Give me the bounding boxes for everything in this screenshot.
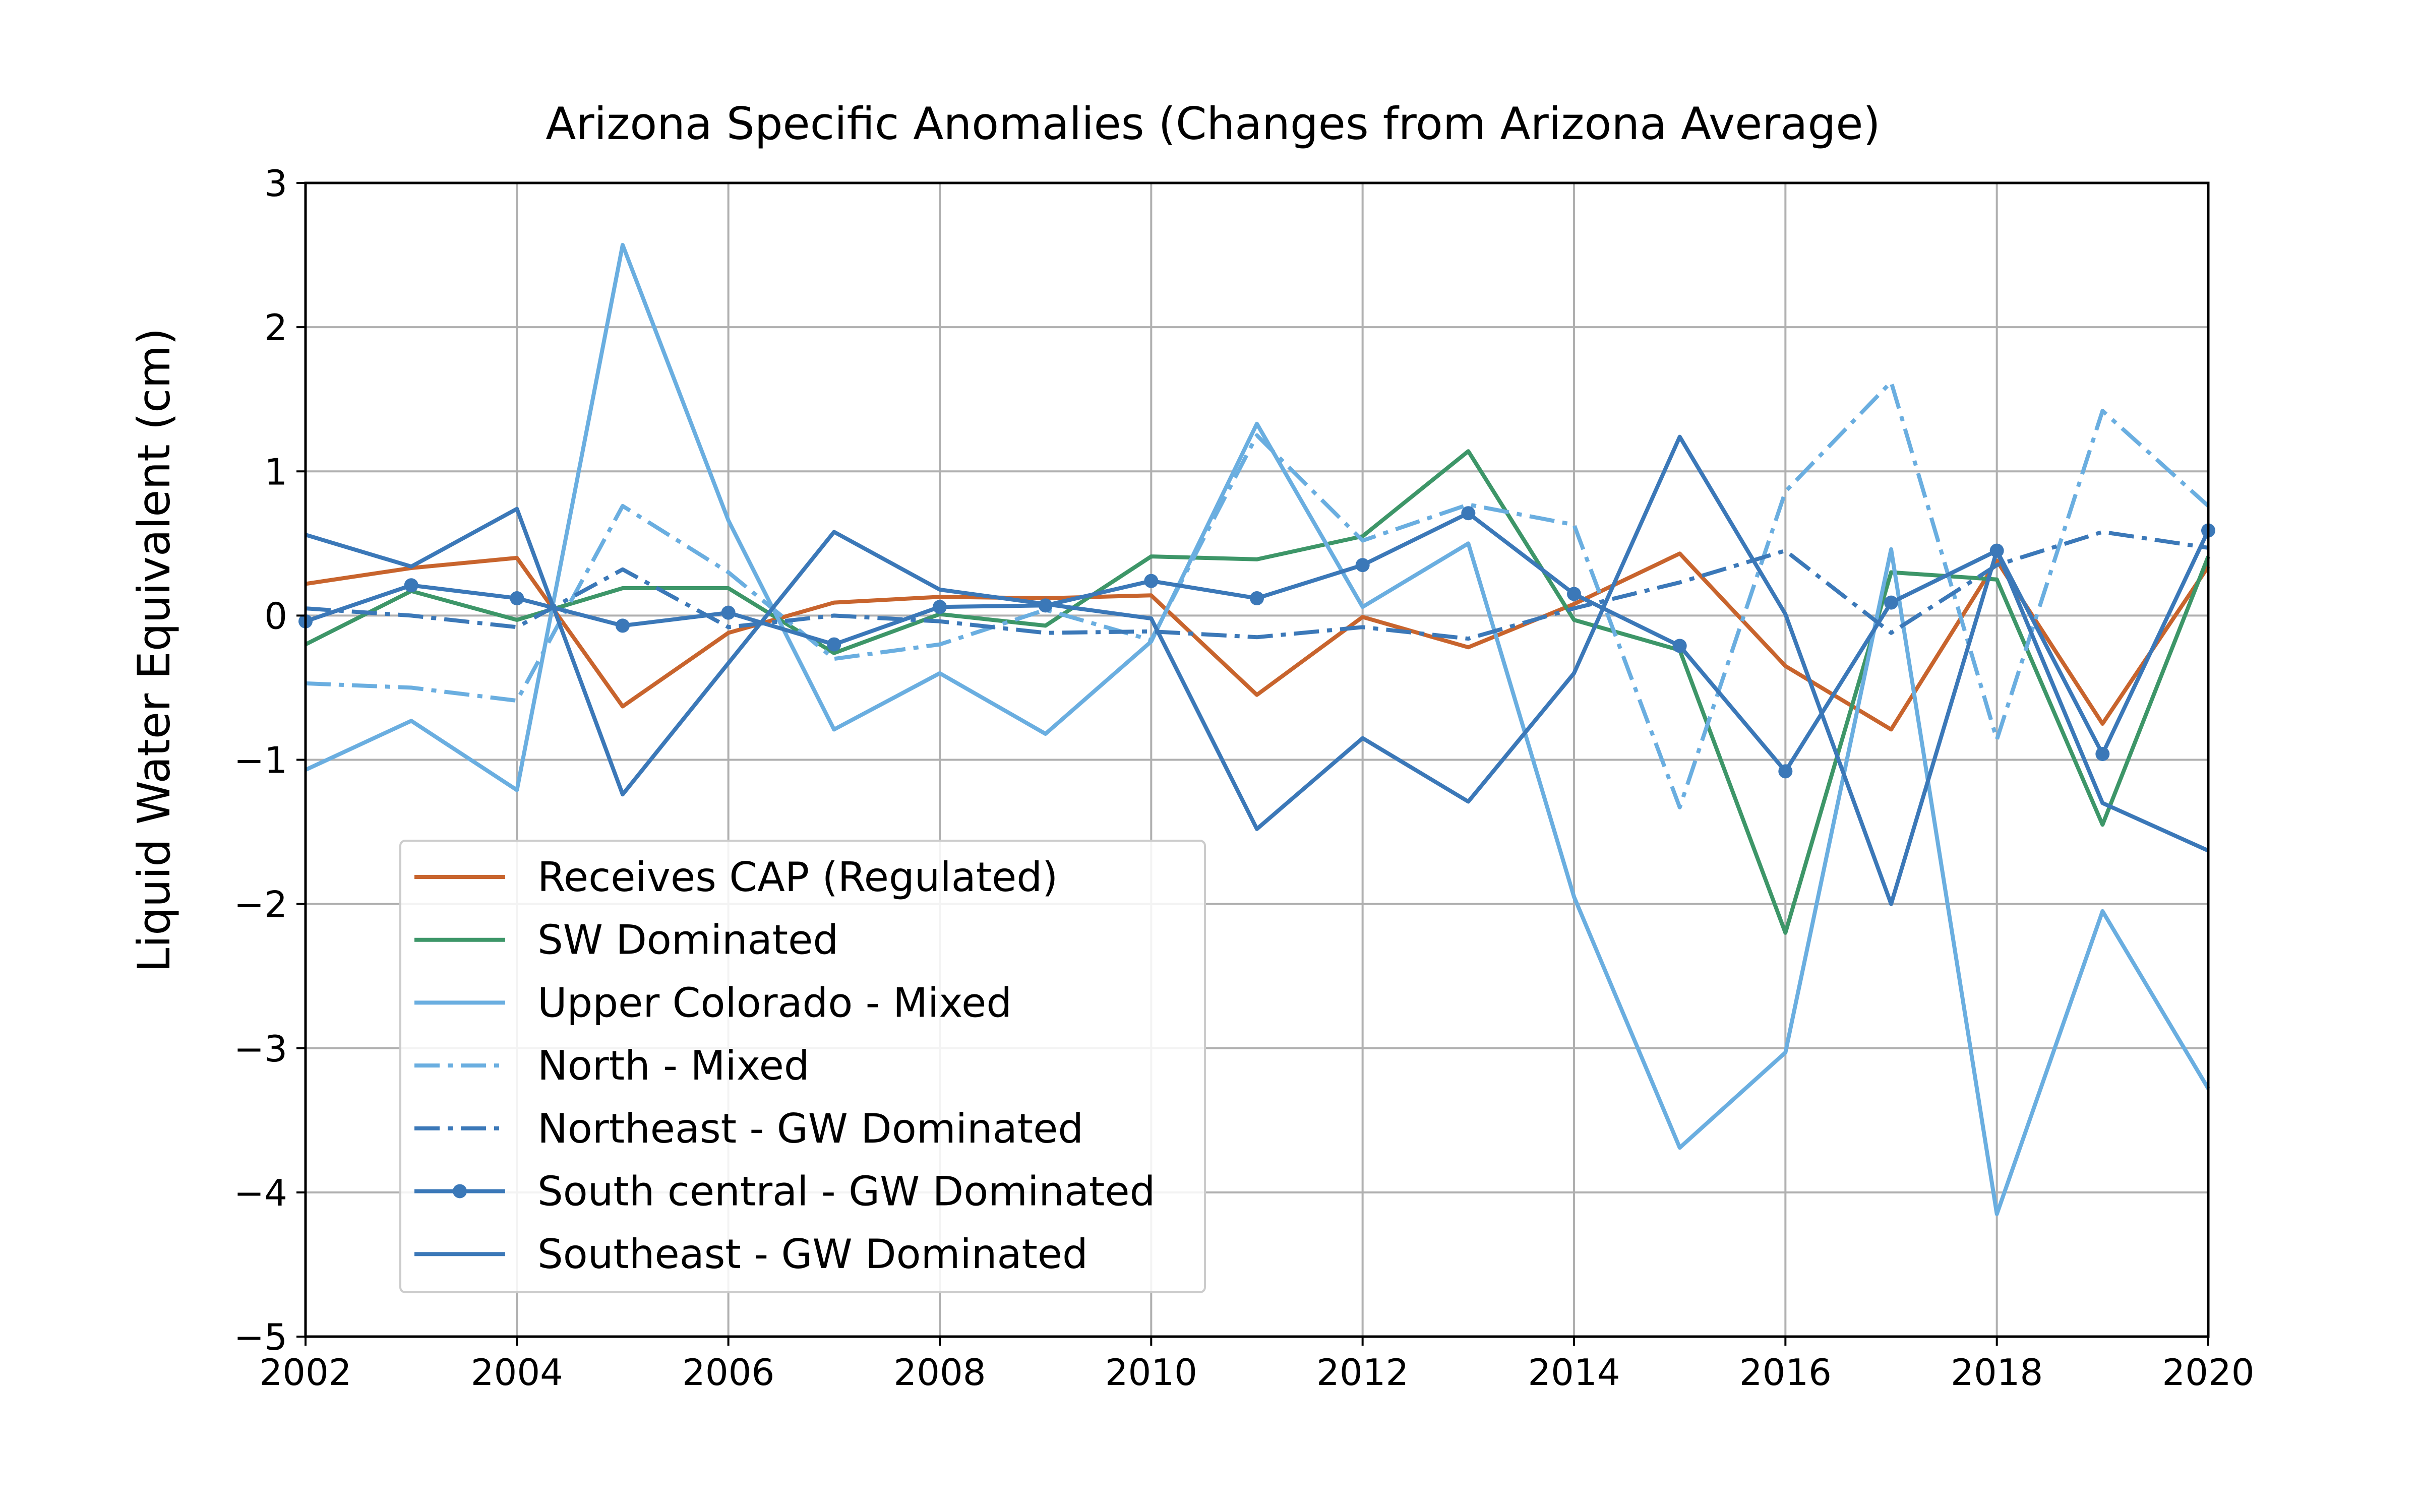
- axis-ticks: 2002 2004 2006 2008 2010 2012 2014 2016 2018 2020…: [234, 162, 2255, 1394]
- series-line-north-mixed: [305, 380, 2210, 809]
- data-point-south-central-gw-dominated: [510, 591, 524, 606]
- series-northeast-gw-dominated: [305, 530, 2209, 641]
- y-axis-label: Liquid Water Equivalent (cm): [128, 328, 180, 973]
- x-tick-label: 2020: [2162, 1351, 2254, 1394]
- data-point-south-central-gw-dominated: [1250, 591, 1264, 606]
- series-receives-cap-regulated: [305, 551, 2210, 732]
- series-line-receives-cap-regulated: [305, 551, 2210, 732]
- legend-items: Receives CAP (Regulated) SW Dominated Uppe…: [414, 854, 1155, 1278]
- y-tick-label: 0: [264, 595, 287, 637]
- data-point-south-central-gw-dominated: [1355, 558, 1370, 573]
- x-tick-label: 2014: [1528, 1351, 1620, 1394]
- series-upper-colorado-mixed: [305, 243, 2210, 1216]
- legend-entry: SW Dominated: [414, 917, 838, 964]
- x-tick-label: 2010: [1105, 1351, 1197, 1394]
- legend-label: Upper Colorado - Mixed: [537, 979, 1012, 1026]
- x-tick-label: 2006: [682, 1351, 774, 1394]
- series-sw-dominated: [305, 449, 2210, 935]
- legend-label: Northeast - GW Dominated: [537, 1105, 1083, 1152]
- legend-entry: Northeast - GW Dominated: [414, 1105, 1083, 1152]
- legend-label: South central - GW Dominated: [537, 1168, 1155, 1215]
- series-line-southeast-gw-dominated: [305, 434, 2209, 906]
- series-south-central-gw-dominated: [298, 506, 2215, 779]
- x-tick-label: 2008: [893, 1351, 986, 1394]
- legend-entry: Southeast - GW Dominated: [414, 1231, 1088, 1278]
- data-point-south-central-gw-dominated: [1144, 574, 1159, 588]
- legend-marker: [453, 1184, 467, 1199]
- y-tick-label: 2: [264, 306, 287, 349]
- x-tick-label: 2016: [1739, 1351, 1832, 1394]
- data-point-south-central-gw-dominated: [616, 618, 630, 633]
- legend-label: SW Dominated: [537, 917, 838, 964]
- x-tick-label: 2018: [1951, 1351, 2043, 1394]
- series-line-upper-colorado-mixed: [305, 243, 2210, 1216]
- legend-box: [399, 840, 1206, 1293]
- y-tick-label: 3: [264, 162, 287, 205]
- legend-label: Receives CAP (Regulated): [537, 854, 1058, 901]
- legend-entry: Upper Colorado - Mixed: [414, 979, 1012, 1026]
- x-tick-label: 2012: [1316, 1351, 1409, 1394]
- x-tick-label: 2004: [471, 1351, 563, 1394]
- data-point-south-central-gw-dominated: [1884, 595, 1898, 610]
- legend-label: Southeast - GW Dominated: [537, 1231, 1088, 1278]
- series-north-mixed: [305, 380, 2210, 809]
- data-point-south-central-gw-dominated: [2095, 747, 2110, 762]
- y-tick-label: 1: [264, 451, 287, 493]
- y-tick-label: −1: [234, 739, 287, 782]
- y-tick-label: −3: [234, 1028, 287, 1070]
- y-tick-label: −4: [234, 1172, 287, 1214]
- legend: Receives CAP (Regulated) SW Dominated Uppe…: [399, 840, 1206, 1293]
- data-point-south-central-gw-dominated: [827, 637, 841, 652]
- series-line-northeast-gw-dominated: [305, 530, 2209, 641]
- y-tick-label: −2: [234, 884, 287, 926]
- data-point-south-central-gw-dominated: [404, 578, 418, 593]
- data-point-south-central-gw-dominated: [1778, 764, 1793, 779]
- data-point-south-central-gw-dominated: [933, 600, 947, 614]
- y-tick-label: −5: [234, 1316, 287, 1358]
- legend-label: North - Mixed: [537, 1042, 810, 1089]
- legend-entry: Receives CAP (Regulated): [414, 854, 1058, 901]
- data-point-south-central-gw-dominated: [1461, 506, 1476, 521]
- data-series-group: [298, 243, 2215, 1216]
- data-point-south-central-gw-dominated: [1567, 587, 1581, 601]
- series-line-sw-dominated: [305, 449, 2210, 935]
- legend-entry: South central - GW Dominated: [414, 1168, 1155, 1215]
- chart-title: Arizona Specific Anomalies (Changes from…: [546, 98, 1880, 150]
- legend-entry: North - Mixed: [414, 1042, 810, 1089]
- data-point-south-central-gw-dominated: [1672, 639, 1687, 653]
- data-point-south-central-gw-dominated: [721, 605, 736, 620]
- series-southeast-gw-dominated: [305, 434, 2209, 906]
- x-tick-label: 2002: [259, 1351, 351, 1394]
